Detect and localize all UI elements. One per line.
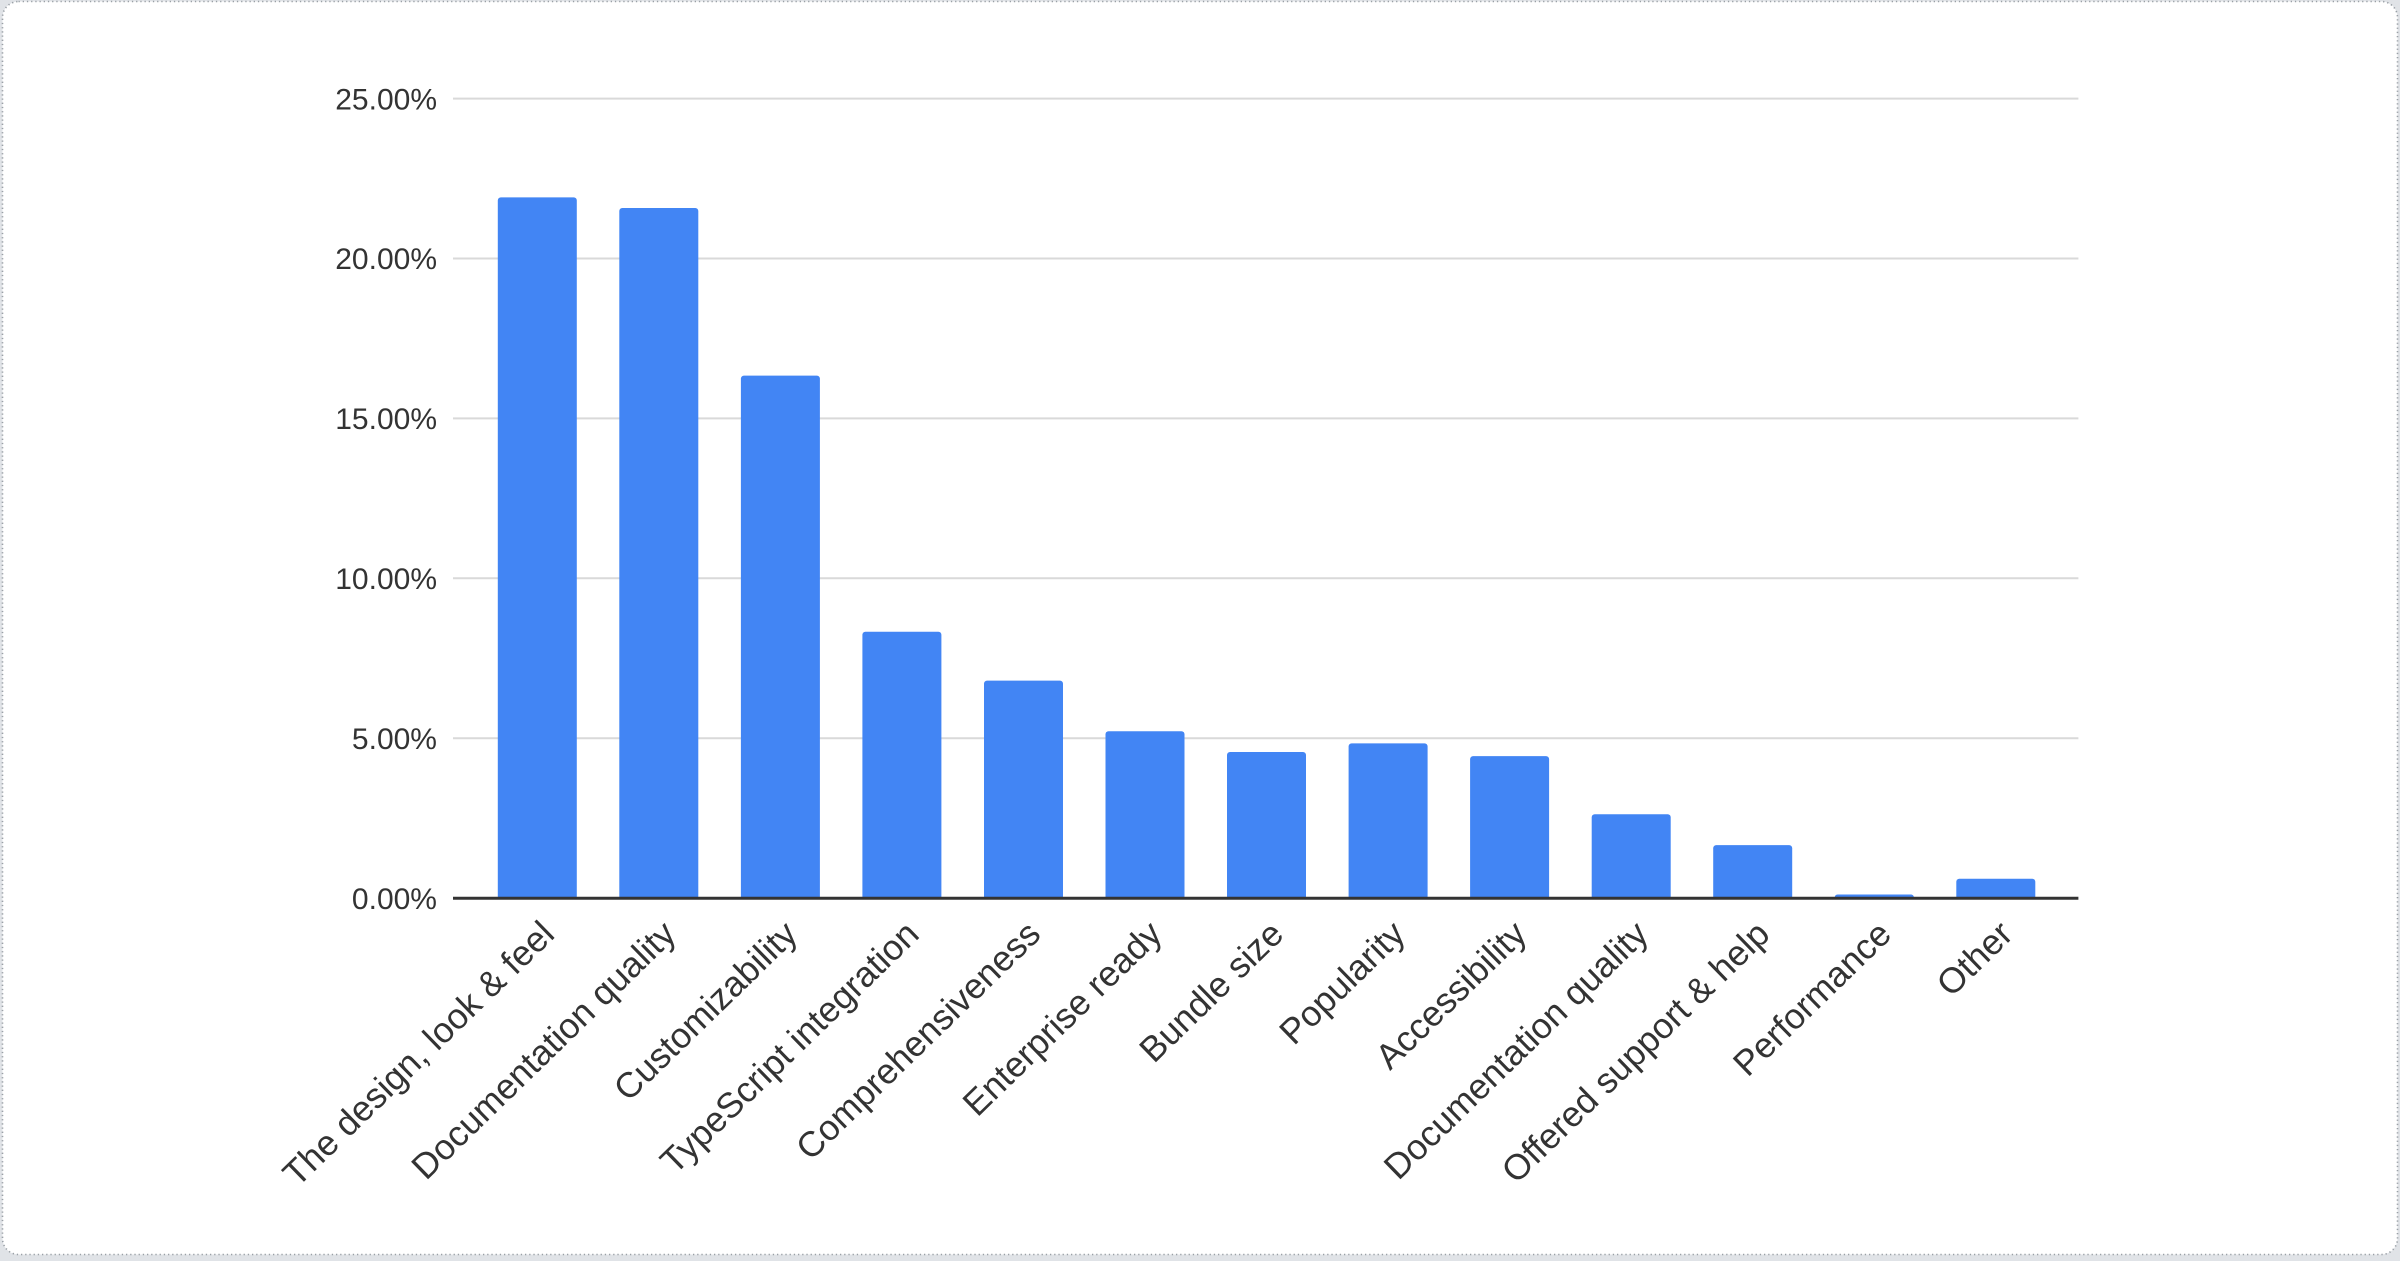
svg-text:25.00%: 25.00% xyxy=(335,83,437,116)
svg-text:20.00%: 20.00% xyxy=(335,243,437,276)
svg-text:0.00%: 0.00% xyxy=(352,883,437,916)
svg-text:5.00%: 5.00% xyxy=(352,723,437,756)
svg-text:15.00%: 15.00% xyxy=(335,403,437,436)
svg-text:10.00%: 10.00% xyxy=(335,563,437,596)
